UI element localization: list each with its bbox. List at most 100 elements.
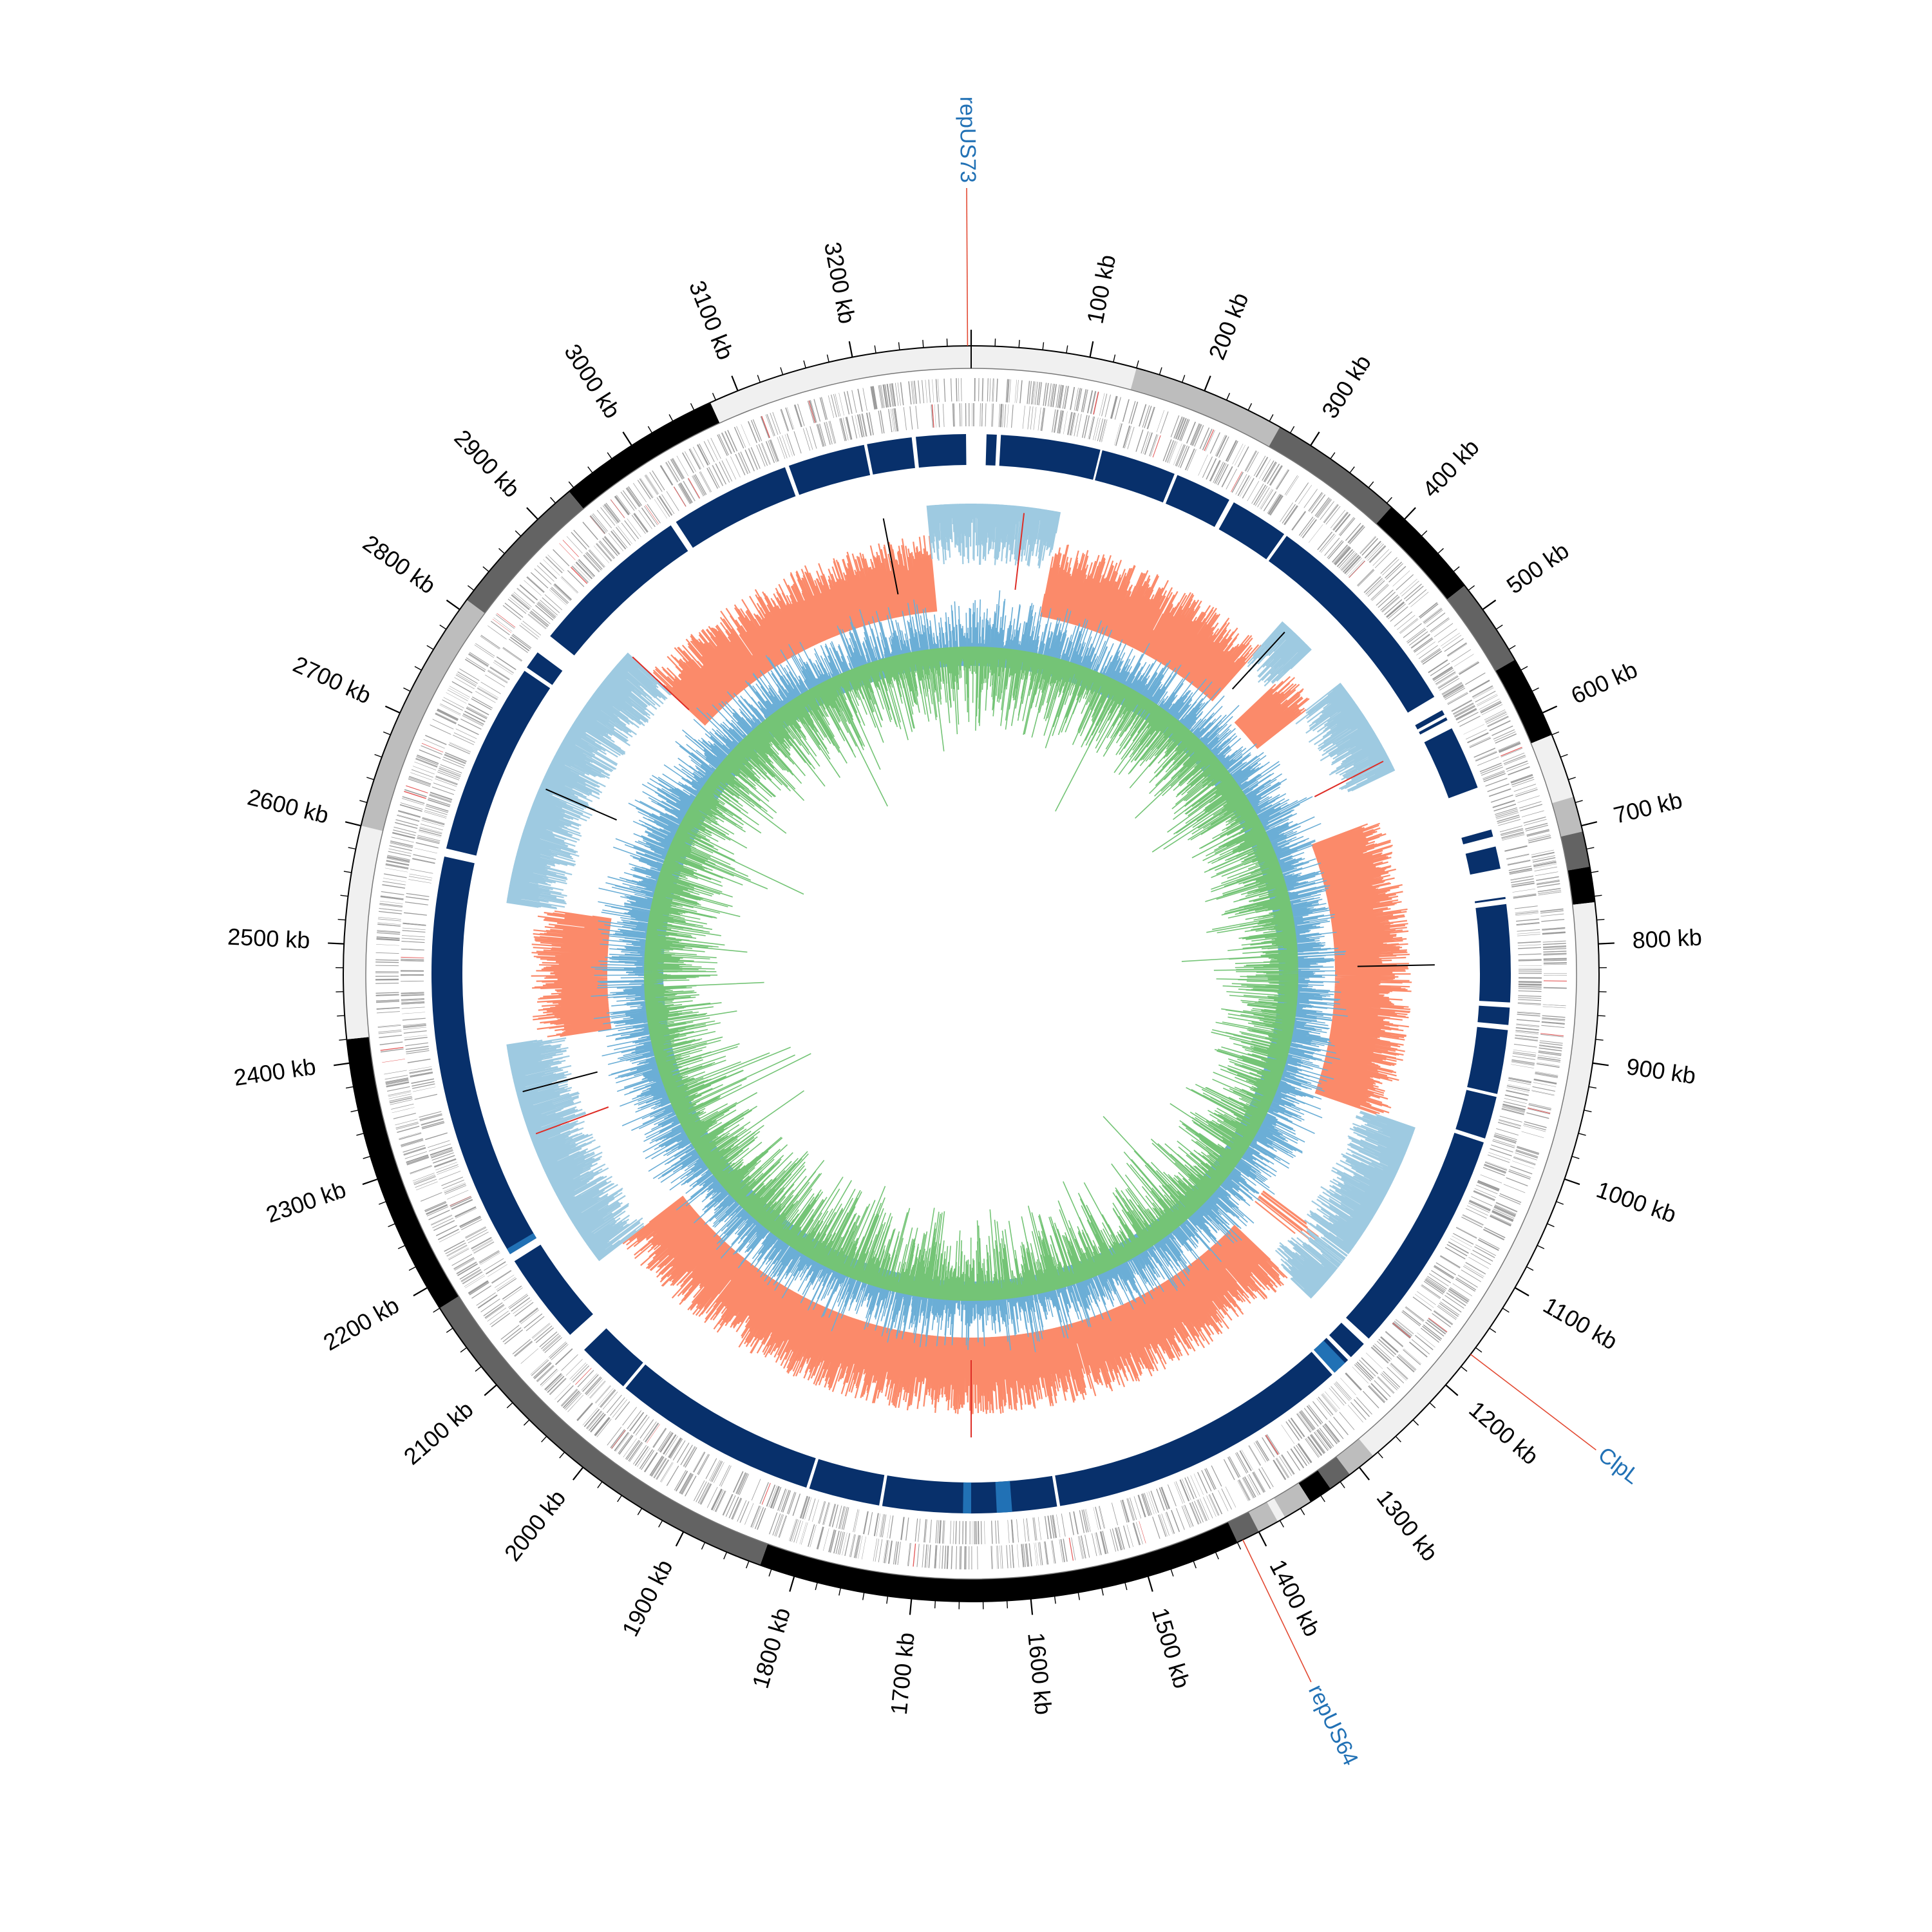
gene-mark	[1455, 1278, 1475, 1292]
gene-mark	[1467, 732, 1489, 743]
gene-mark	[1237, 1480, 1249, 1501]
gene-mark	[1193, 1501, 1204, 1523]
gene-mark	[1481, 704, 1503, 715]
gene-mark	[402, 1018, 426, 1021]
gene-mark	[1511, 777, 1534, 786]
gene-mark	[1121, 1499, 1130, 1522]
gene-mark	[868, 412, 874, 435]
gene-mark	[409, 1068, 433, 1074]
gene-mark	[409, 873, 433, 878]
gene-mark	[812, 1499, 819, 1522]
gene-mark	[480, 635, 500, 649]
gene-mark	[758, 444, 768, 466]
gene-mark	[544, 1373, 562, 1390]
gene-mark	[1543, 946, 1567, 949]
gene-mark	[419, 826, 442, 833]
gene-mark	[959, 1546, 961, 1569]
gene-mark	[1324, 537, 1340, 556]
gene-mark	[1032, 1517, 1036, 1541]
gene-mark	[649, 1455, 663, 1476]
gene-mark	[1470, 1253, 1492, 1265]
gene-mark	[873, 1513, 879, 1537]
gene-mark	[465, 1226, 486, 1238]
gene-mark	[554, 583, 572, 601]
gene-mark	[1543, 962, 1567, 964]
gene-mark	[511, 594, 530, 611]
gene-mark	[457, 724, 479, 735]
gene-mark	[1253, 455, 1266, 477]
gene-mark	[705, 1458, 717, 1479]
gene-mark	[1160, 411, 1169, 434]
gene-mark	[1025, 1518, 1029, 1542]
gene-mark	[610, 1429, 625, 1448]
gene-mark	[395, 819, 419, 826]
gene-mark	[935, 1520, 938, 1544]
gene-mark	[1333, 512, 1349, 531]
gene-mark	[893, 1541, 897, 1565]
gene-mark	[1216, 435, 1227, 457]
gene-mark	[1115, 1528, 1122, 1551]
gene-mark	[1508, 1077, 1532, 1083]
minor-tick	[498, 548, 505, 554]
gene-mark	[541, 1333, 559, 1349]
gene-mark	[1328, 1420, 1344, 1439]
gene-mark	[1405, 585, 1424, 601]
gene-mark	[1499, 1119, 1522, 1126]
gene-mark	[1181, 1506, 1191, 1528]
gene-mark	[534, 568, 552, 585]
gene-mark	[1517, 1146, 1540, 1154]
gene-mark	[1043, 383, 1047, 406]
gene-mark	[1532, 855, 1555, 861]
gene-mark	[992, 403, 994, 427]
major-tick	[731, 375, 739, 392]
contig-segment	[1358, 902, 1599, 1456]
alignment-block	[1095, 450, 1175, 503]
minor-tick	[1077, 1592, 1080, 1600]
tick-label: 1500 kb	[1147, 1605, 1195, 1691]
gene-mark	[1305, 1438, 1319, 1458]
gene-mark	[1533, 1078, 1557, 1084]
gene-mark	[947, 1546, 949, 1569]
gene-mark	[454, 1258, 475, 1271]
gene-mark	[1422, 650, 1443, 665]
gene-mark	[406, 893, 430, 897]
gene-mark	[1469, 736, 1491, 747]
gene-mark	[419, 1111, 442, 1118]
gene-mark	[509, 638, 528, 653]
gene-mark	[565, 1392, 582, 1410]
gene-mark	[402, 923, 426, 926]
gene-mark	[1494, 1205, 1517, 1216]
gene-mark	[1426, 1319, 1446, 1334]
gene-mark	[465, 1275, 485, 1289]
gene-mark	[1390, 606, 1408, 622]
gene-mark	[448, 744, 470, 755]
gene-mark	[1095, 1506, 1101, 1530]
gene-mark	[891, 408, 896, 432]
gene-mark	[526, 577, 544, 593]
gene-mark	[715, 463, 726, 485]
gene-mark	[1101, 393, 1108, 417]
gene-mark	[768, 440, 777, 462]
gene-mark	[425, 1132, 448, 1140]
minor-tick	[803, 360, 806, 368]
gene-track	[375, 378, 1567, 1569]
gene-mark	[855, 415, 860, 438]
gene-mark	[1501, 1108, 1524, 1115]
gene-mark	[1540, 909, 1564, 913]
gene-mark	[661, 1463, 674, 1483]
minor-tick	[1236, 1542, 1242, 1550]
gene-mark	[1447, 692, 1468, 704]
gene-mark	[549, 589, 567, 605]
gene-mark	[1515, 787, 1537, 795]
gene-mark	[1044, 1541, 1048, 1565]
gene-mark	[644, 475, 658, 495]
gene-mark	[1327, 540, 1343, 558]
gene-mark	[1448, 1289, 1469, 1302]
gene-mark	[1130, 401, 1139, 424]
gene-mark	[396, 1122, 419, 1130]
gene-mark	[887, 384, 891, 407]
gene-mark	[1396, 1356, 1415, 1373]
gene-mark	[1482, 772, 1505, 781]
gene-mark	[759, 1482, 769, 1504]
gene-mark	[925, 1519, 927, 1543]
